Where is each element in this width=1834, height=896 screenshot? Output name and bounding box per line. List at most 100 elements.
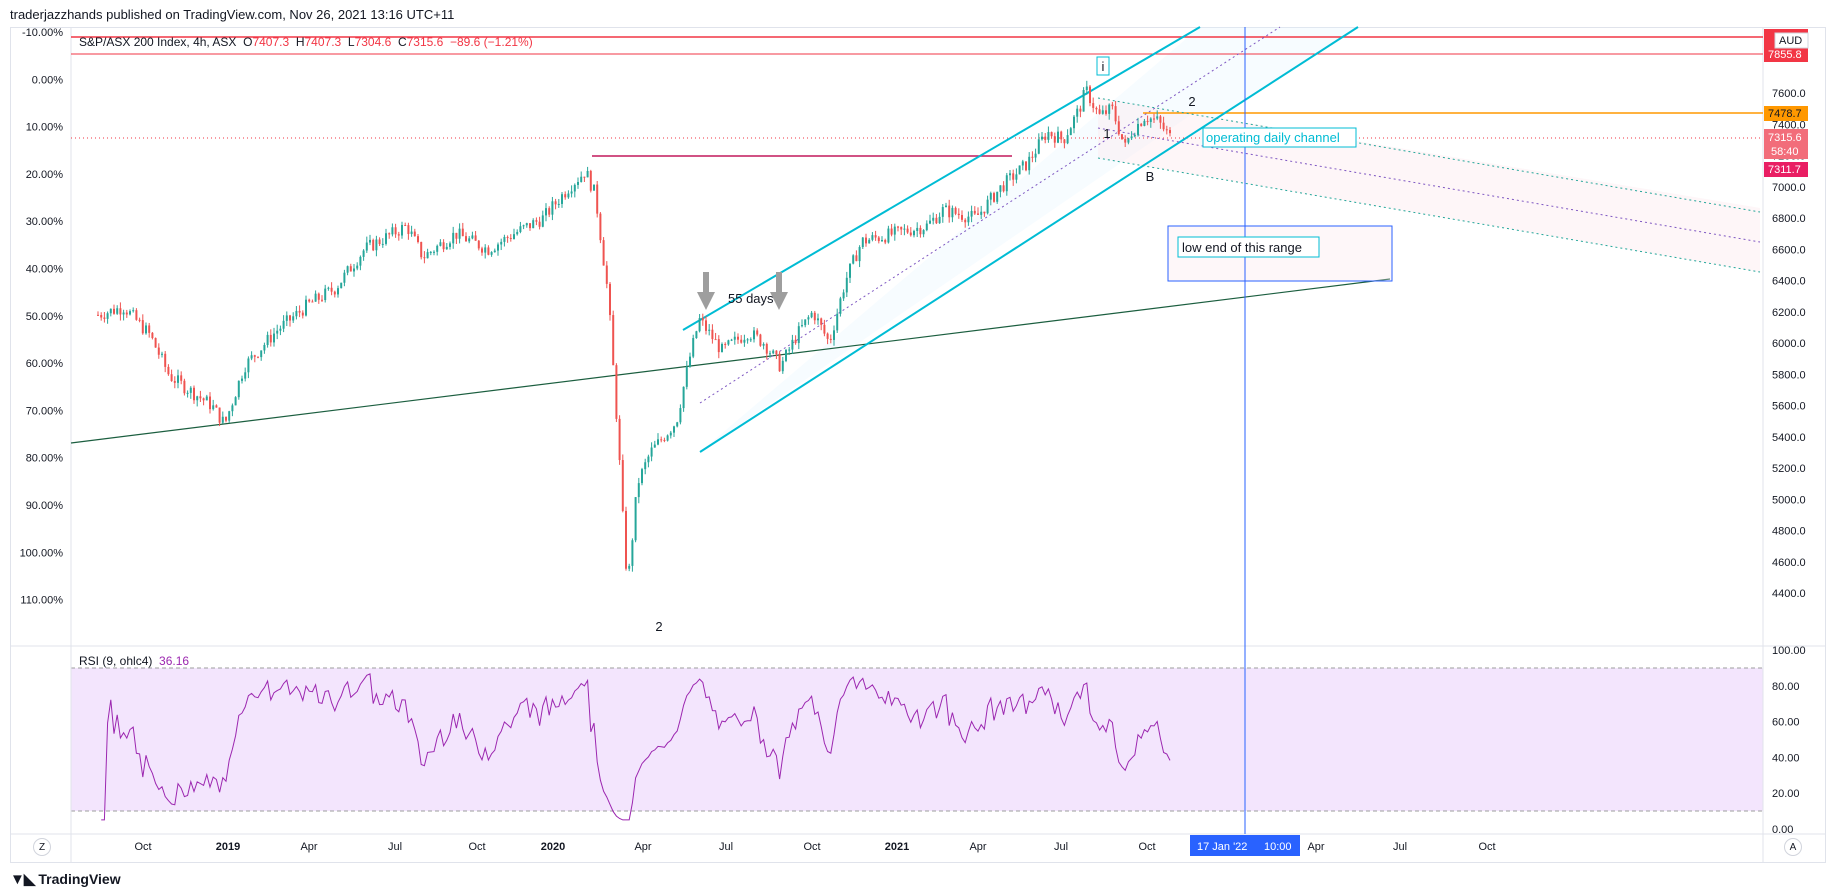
wave-2-low-label: 2: [655, 619, 662, 634]
tag-currency-bg: [1774, 32, 1809, 49]
candle-body: [941, 207, 944, 217]
candle-body: [471, 235, 474, 239]
price-tick-label: 5200.0: [1772, 463, 1806, 475]
candle-body: [589, 170, 592, 191]
price-tick-label: 6800.0: [1772, 213, 1806, 225]
candle-body: [308, 299, 311, 302]
days-label: 55 days: [728, 291, 774, 306]
tag-orange-bg: [1764, 106, 1808, 121]
candle-body: [1028, 156, 1031, 171]
candle-body: [119, 308, 122, 315]
candle-body: [196, 396, 199, 401]
candle-body: [241, 378, 243, 381]
candle-body: [1076, 108, 1079, 117]
candle-body: [365, 242, 368, 251]
time-tick-label: Jul: [388, 841, 402, 853]
candle-body: [961, 215, 963, 220]
candle-body: [433, 251, 435, 253]
range-note-box: [1177, 236, 1320, 258]
candle-body: [708, 329, 711, 331]
zoom-button[interactable]: Z: [33, 838, 51, 856]
candle-body: [586, 170, 589, 178]
time-tick-label: Oct: [1138, 841, 1155, 853]
price-tick-label: 7000.0: [1772, 182, 1806, 194]
candle-body: [631, 540, 634, 566]
price-tick-label: 6200.0: [1772, 307, 1806, 319]
low-key: L: [347, 35, 355, 49]
candle-body: [1021, 161, 1024, 166]
candle-body: [317, 293, 320, 300]
down-arrow-1: [697, 272, 715, 310]
high-key: H: [295, 35, 305, 49]
candle-body: [353, 268, 355, 272]
candle-body: [973, 210, 976, 214]
candle-body: [967, 216, 970, 223]
candle-body: [1092, 103, 1095, 108]
future-lower: [1097, 157, 1761, 273]
candle-body: [340, 282, 343, 289]
candle-body: [404, 225, 407, 227]
price-tick-label: 4800.0: [1772, 526, 1806, 538]
candle-body: [148, 325, 151, 333]
candle-body: [458, 228, 461, 239]
candle-body: [180, 375, 183, 381]
price-tick-label: 6600.0: [1772, 244, 1806, 256]
candle-body: [769, 353, 771, 355]
candle-body: [465, 236, 467, 242]
tag-last: 7315.6: [1768, 132, 1802, 144]
candle-body: [535, 220, 538, 222]
price-tick-label: 6400.0: [1772, 276, 1806, 288]
candle-body: [212, 405, 215, 410]
wave-1-label: 1: [1103, 126, 1110, 141]
candle-body: [1063, 139, 1066, 144]
candle-body: [1111, 104, 1114, 107]
candle-body: [173, 381, 176, 383]
candle-body: [1002, 185, 1005, 192]
channel-note: operating daily channel: [1206, 130, 1340, 145]
candle-body: [1015, 174, 1018, 180]
candle-body: [397, 234, 400, 236]
time-tick-label: Jul: [1393, 841, 1407, 853]
candle-body: [113, 308, 115, 314]
candle-body: [669, 432, 672, 436]
candle-body: [321, 299, 323, 301]
candle-body: [445, 246, 448, 250]
candle-body: [954, 207, 957, 214]
candle-body: [730, 339, 733, 341]
candle-body: [884, 239, 887, 243]
candle-body: [932, 217, 935, 221]
candle-body: [906, 228, 909, 233]
candle-body: [849, 263, 851, 278]
candle-body: [244, 372, 247, 379]
tag-currency: AUD: [1779, 35, 1802, 47]
tag-last-bg: [1764, 129, 1808, 159]
candle-body: [829, 338, 832, 340]
candle-body: [951, 207, 954, 218]
candle-body: [193, 387, 195, 401]
tag-countdown: 58:40: [1771, 146, 1799, 158]
channel-note-box: [1202, 127, 1357, 148]
candle-body: [375, 239, 378, 251]
candle-body: [529, 223, 531, 229]
candle-body: [260, 350, 263, 358]
candle-body: [538, 221, 541, 227]
percent-tick-label: 70.00%: [26, 405, 64, 417]
candle-body: [314, 293, 317, 302]
candle-body: [1031, 156, 1034, 158]
wave-i-label: i: [1102, 59, 1105, 74]
candle-body: [1079, 108, 1082, 112]
auto-scale-button[interactable]: A: [1784, 838, 1802, 856]
candle-body: [250, 355, 253, 359]
percent-tick-label: 10.00%: [26, 122, 64, 134]
brand-name: TradingView: [38, 871, 121, 887]
candle-body: [109, 308, 112, 314]
candle-body: [388, 233, 391, 235]
candle-body: [231, 405, 234, 412]
candle-body: [922, 230, 925, 235]
candle-body: [775, 350, 778, 354]
candle-body: [689, 356, 691, 367]
candle-body: [817, 318, 819, 321]
candle-body: [660, 439, 663, 441]
candle-body: [417, 236, 419, 242]
